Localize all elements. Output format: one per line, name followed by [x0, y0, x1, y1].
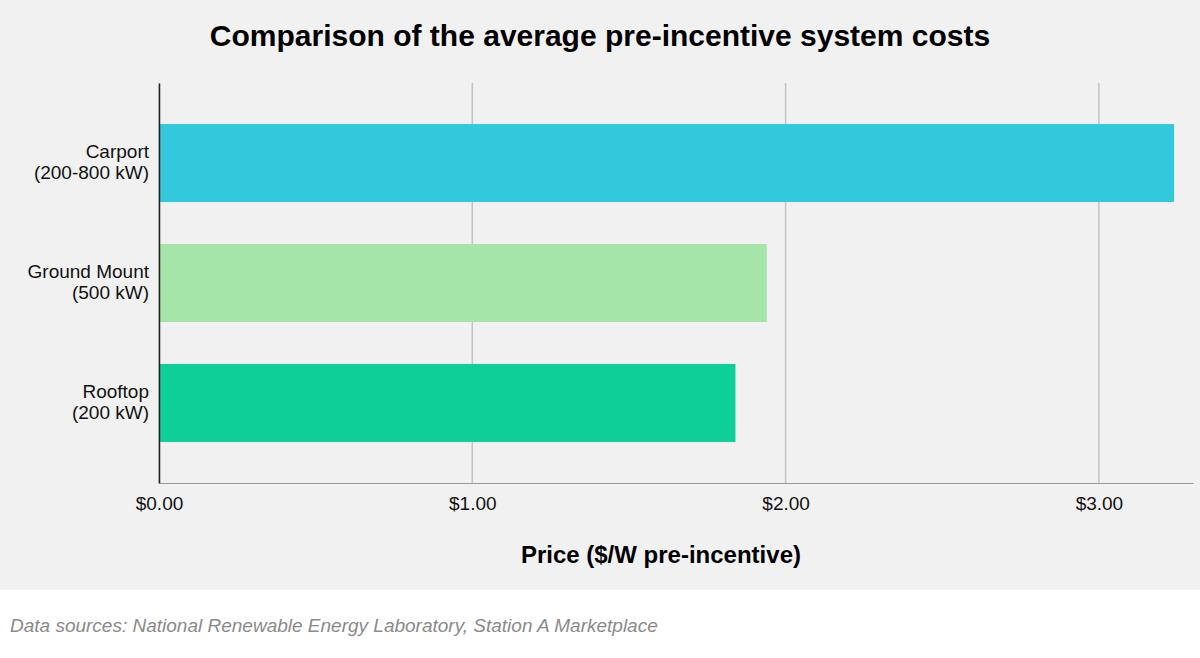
- x-tick-label: $2.00: [762, 493, 810, 514]
- x-tick-label: $0.00: [136, 493, 184, 514]
- y-tick-label: Rooftop(200 kW): [72, 381, 149, 423]
- x-axis-title: Price ($/W pre-incentive): [521, 541, 801, 568]
- x-axis-line: [160, 483, 1194, 484]
- bar: [159, 124, 1174, 202]
- x-tick: $2.00: [762, 483, 810, 514]
- y-tick-label-line: Carport: [86, 141, 150, 162]
- x-tick: $3.00: [1076, 483, 1124, 514]
- x-axis: $0.00 $1.00 $2.00 $3.00: [136, 483, 1194, 514]
- source: Data sources: National Renewable Energy …: [10, 615, 658, 636]
- x-tick: $0.00: [136, 483, 184, 514]
- bars: [159, 124, 1174, 442]
- x-tick: $1.00: [449, 483, 497, 514]
- x-tick-label: $3.00: [1076, 493, 1124, 514]
- y-axis-line: [159, 84, 161, 484]
- y-tick-label: Ground Mount(500 kW): [28, 261, 150, 303]
- y-tick-label-line: (200 kW): [72, 402, 149, 423]
- x-tick-label: $1.00: [449, 493, 497, 514]
- bar: [159, 244, 767, 322]
- y-axis: Carport(200-800 kW) Ground Mount(500 kW) R…: [28, 84, 160, 484]
- y-tick-label-line: Ground Mount: [28, 261, 150, 282]
- background: [0, 0, 1200, 590]
- grid-line: [158, 83, 160, 483]
- y-tick: Carport(200-800 kW): [34, 141, 159, 183]
- title: Comparison of the average pre-incentive …: [210, 19, 990, 52]
- chart: Comparison of the average pre-incentive …: [0, 0, 1200, 658]
- y-tick: Rooftop(200 kW): [72, 381, 159, 423]
- y-tick-label: Carport(200-800 kW): [34, 141, 150, 183]
- y-tick-label-line: (500 kW): [72, 282, 149, 303]
- y-tick: Ground Mount(500 kW): [28, 261, 159, 303]
- bar: [159, 364, 735, 442]
- y-tick-label-line: Rooftop: [82, 381, 149, 402]
- y-tick-label-line: (200-800 kW): [34, 162, 149, 183]
